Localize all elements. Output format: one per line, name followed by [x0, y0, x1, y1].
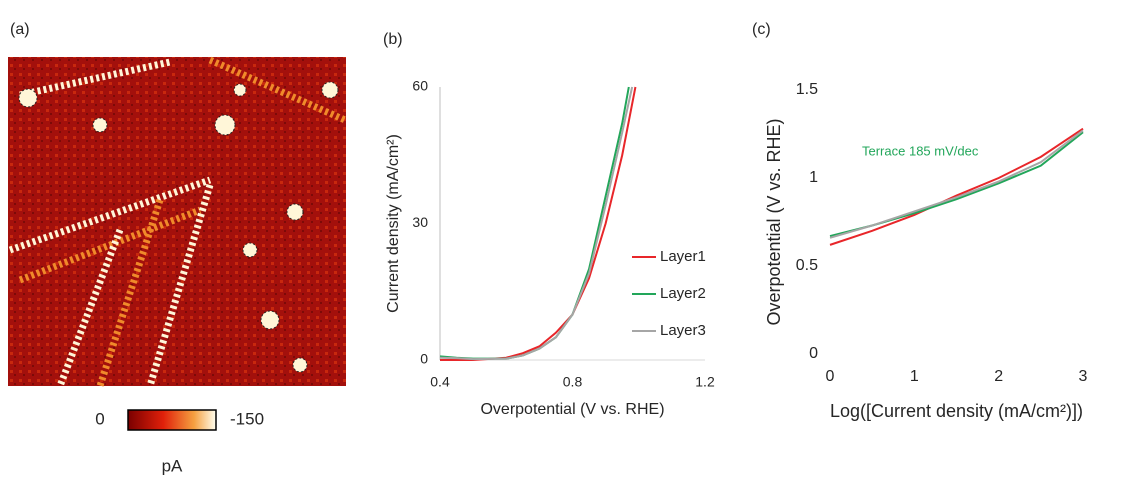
annotation: Terrace 185 mV/dec — [862, 143, 979, 158]
panel-label: (c) — [752, 21, 771, 38]
colorbar-tick: -150 — [230, 409, 264, 428]
legend-label: Layer2 — [660, 285, 706, 302]
data-line — [440, 86, 637, 361]
x-tick-label: 2 — [994, 368, 1003, 385]
y-axis-label: Current density (mA/cm²) — [385, 134, 402, 313]
x-tick-label: 3 — [1079, 368, 1088, 385]
y-tick-label: 0 — [420, 351, 428, 367]
legend-label: Layer1 — [660, 248, 706, 265]
x-tick-label: 0.8 — [563, 374, 583, 390]
y-tick-label: 1.5 — [796, 81, 818, 98]
y-tick-label: 1 — [809, 169, 818, 186]
colorbar-unit: pA — [162, 456, 183, 475]
data-line — [439, 86, 634, 361]
x-axis-label: Log([Current density (mA/cm²)]) — [830, 401, 1083, 421]
y-tick-label: 30 — [412, 214, 428, 230]
x-tick-label: 0 — [826, 368, 835, 385]
data-line — [829, 127, 1084, 246]
data-line — [829, 129, 1084, 239]
x-tick-label: 0.4 — [430, 374, 450, 390]
colorbar-tick: 0 — [95, 409, 104, 428]
x-axis-label: Overpotential (V vs. RHE) — [480, 401, 664, 418]
panel-label: (a) — [10, 21, 30, 38]
x-tick-label: 1 — [910, 368, 919, 385]
y-axis-label: Overpotential (V vs. RHE) — [764, 118, 784, 325]
legend-label: Layer3 — [660, 322, 706, 339]
y-tick-label: 0.5 — [796, 257, 818, 274]
x-tick-label: 1.2 — [695, 374, 715, 390]
y-tick-label: 60 — [412, 78, 428, 94]
heatmap-image — [8, 56, 347, 388]
panel-label: (b) — [383, 31, 403, 48]
colorbar — [127, 409, 217, 431]
y-tick-label: 0 — [809, 345, 818, 362]
